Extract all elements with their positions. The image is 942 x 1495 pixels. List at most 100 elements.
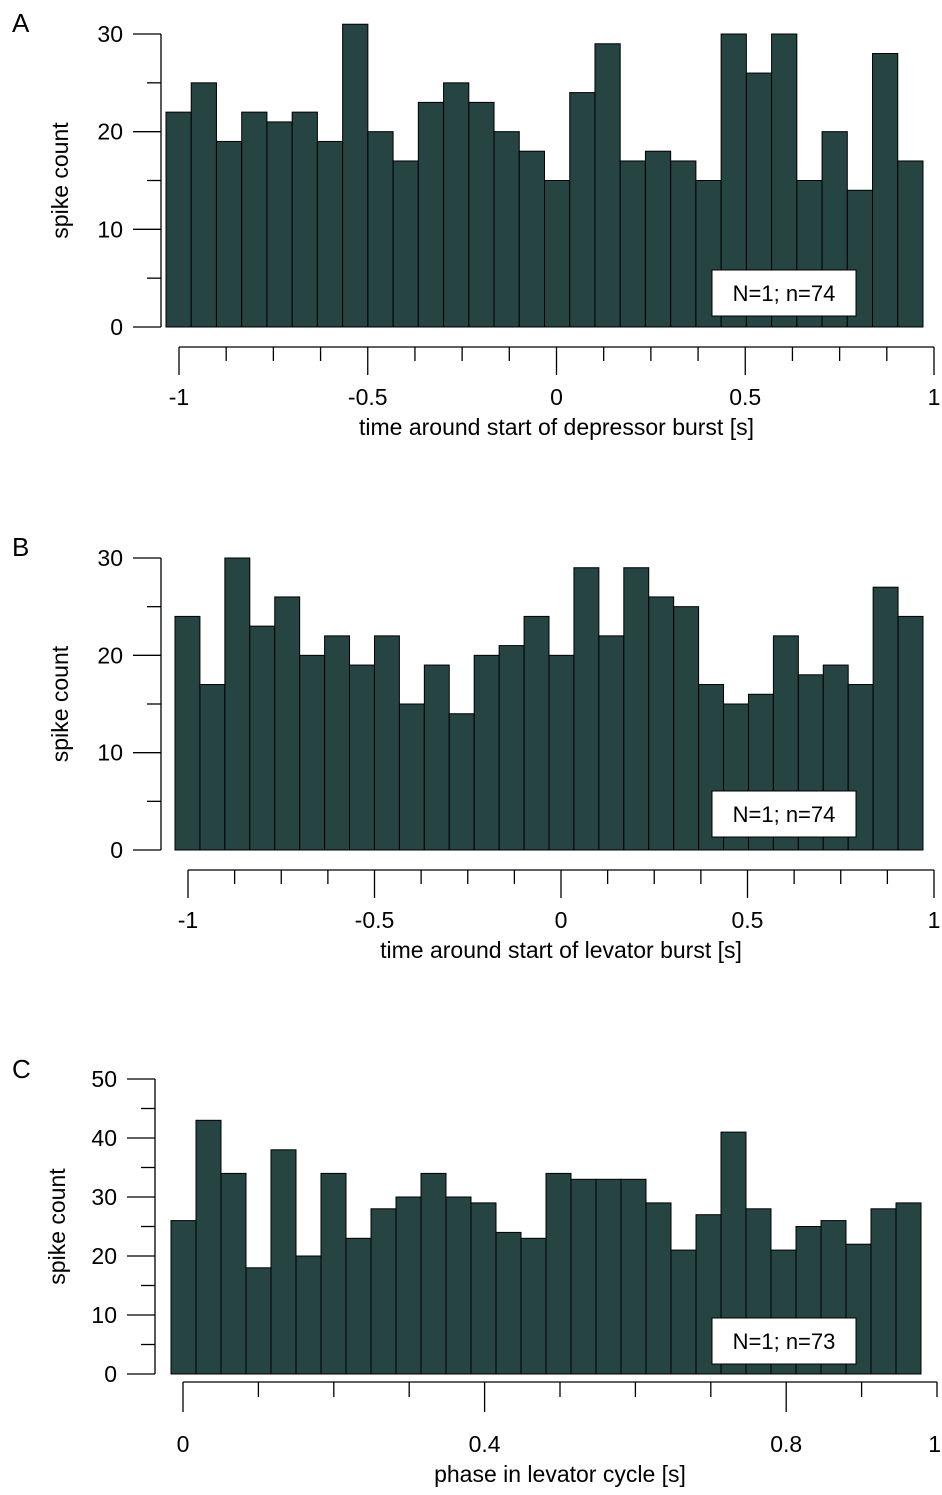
histogram-bar: [249, 625, 276, 851]
x-tick-label: 0: [177, 1431, 190, 1457]
x-tick-label: 0: [555, 907, 568, 933]
panel-letter: A: [12, 8, 30, 38]
x-tick-label: -0.5: [348, 384, 388, 410]
panel-b: B 0 10 20 30 -1 -0.5 0 0.5 1 time around start of …: [12, 532, 940, 963]
y-tick-label: 20: [91, 1243, 117, 1269]
histogram-bar: [569, 92, 596, 328]
annotation-text: N=1; n=74: [733, 281, 836, 306]
histogram-bar: [495, 1231, 522, 1375]
x-tick-label: 1: [928, 907, 941, 933]
histogram-bar: [274, 596, 301, 851]
histogram-bar: [392, 160, 419, 328]
y-tick-label: 10: [97, 216, 123, 242]
histogram-bar: [670, 1249, 697, 1375]
y-axis-label: spike count: [44, 1168, 70, 1285]
histogram-bar: [320, 1172, 347, 1375]
y-tick-label: 30: [97, 21, 123, 47]
histogram-bar: [897, 615, 924, 851]
histogram-bar: [342, 23, 369, 328]
histogram-bar: [190, 82, 217, 328]
histogram-bar: [548, 654, 575, 851]
histogram-bar: [523, 615, 550, 851]
annotation-text: N=1; n=73: [733, 1329, 836, 1354]
histogram-bar: [199, 684, 226, 851]
histogram-bar: [423, 664, 450, 851]
y-tick-label: 0: [110, 837, 123, 863]
histogram-bar: [291, 111, 318, 328]
histogram-bar: [345, 1237, 372, 1375]
histogram-bar: [245, 1267, 272, 1375]
histogram-bar: [299, 654, 326, 851]
histogram-bar: [324, 635, 351, 851]
x-axis-label: time around start of depressor burst [s]: [359, 414, 754, 440]
histogram-bar: [594, 43, 621, 328]
panel-c: C 0 10 20 30 40 50 0 0.4 0.8 1 phase in levator cyc…: [12, 1054, 941, 1487]
histogram-bar: [417, 101, 445, 328]
x-tick-label: 0.5: [732, 907, 764, 933]
histogram-bar: [520, 1237, 547, 1375]
histogram-bar: [373, 635, 400, 851]
histogram-bar: [872, 586, 899, 851]
histogram-bar: [295, 1255, 322, 1375]
histogram-bar: [420, 1172, 447, 1375]
histogram-bar: [670, 160, 697, 328]
panel-letter: C: [12, 1054, 31, 1084]
histogram-bar: [619, 160, 646, 328]
histogram-bar: [470, 1202, 497, 1375]
histogram-bar: [673, 606, 700, 851]
histogram-bar: [370, 1208, 397, 1375]
annotation-text: N=1; n=74: [733, 802, 836, 827]
histogram-bar: [215, 140, 243, 328]
histogram-bar: [270, 1149, 297, 1375]
panel-a: A 0 10 20 30 -1 -0.5 0 0.5 1 time around start of …: [12, 8, 940, 440]
y-tick-label: 50: [91, 1066, 117, 1092]
histogram-bar: [645, 1202, 672, 1375]
histogram-bar: [398, 703, 425, 851]
histogram-bar: [468, 101, 495, 328]
x-tick-label: 1: [928, 1431, 941, 1457]
y-tick-label: 10: [91, 1302, 117, 1328]
histogram-bar: [195, 1119, 222, 1375]
histogram-bar: [266, 121, 293, 328]
y-tick-label: 20: [97, 642, 123, 668]
x-tick-label: -0.5: [355, 907, 395, 933]
annotation-box: [711, 790, 857, 838]
x-tick-label: -1: [169, 384, 189, 410]
x-tick-label: -1: [178, 907, 198, 933]
histogram-bar: [518, 150, 546, 328]
histogram-bar: [545, 1172, 572, 1375]
x-tick-label: 0.4: [469, 1431, 501, 1457]
histogram-bar: [224, 557, 251, 851]
x-tick-label: 0.8: [770, 1431, 802, 1457]
histogram-bar: [473, 654, 500, 851]
x-tick-label: 1: [928, 384, 941, 410]
histogram-bar: [872, 53, 899, 328]
histogram-bar: [573, 567, 600, 851]
histogram-bar: [443, 82, 470, 328]
histogram-bar: [220, 1172, 247, 1375]
y-tick-label: 30: [91, 1184, 117, 1210]
histogram-bar: [623, 567, 650, 851]
histogram-bar: [316, 140, 344, 328]
histogram-bar: [445, 1196, 472, 1375]
histogram-bar: [448, 713, 475, 851]
y-tick-label: 30: [97, 545, 123, 571]
histogram-bar: [620, 1178, 647, 1375]
x-tick-label: 0.5: [729, 384, 761, 410]
y-axis-label: spike count: [47, 122, 73, 239]
histogram-bar: [897, 160, 924, 328]
histogram-bar: [165, 111, 192, 328]
panel-letter: B: [12, 532, 29, 562]
y-tick-label: 40: [91, 1125, 117, 1151]
histogram-bar: [174, 615, 201, 851]
histogram-bar: [493, 131, 520, 328]
x-tick-label: 0: [550, 384, 563, 410]
y-tick-label: 20: [97, 119, 123, 145]
y-axis-label: spike count: [47, 645, 73, 762]
x-axis-label: time around start of levator burst [s]: [380, 937, 742, 963]
histogram-bar: [570, 1178, 597, 1375]
histogram-bar: [648, 596, 675, 851]
annotation-box: [711, 269, 857, 317]
